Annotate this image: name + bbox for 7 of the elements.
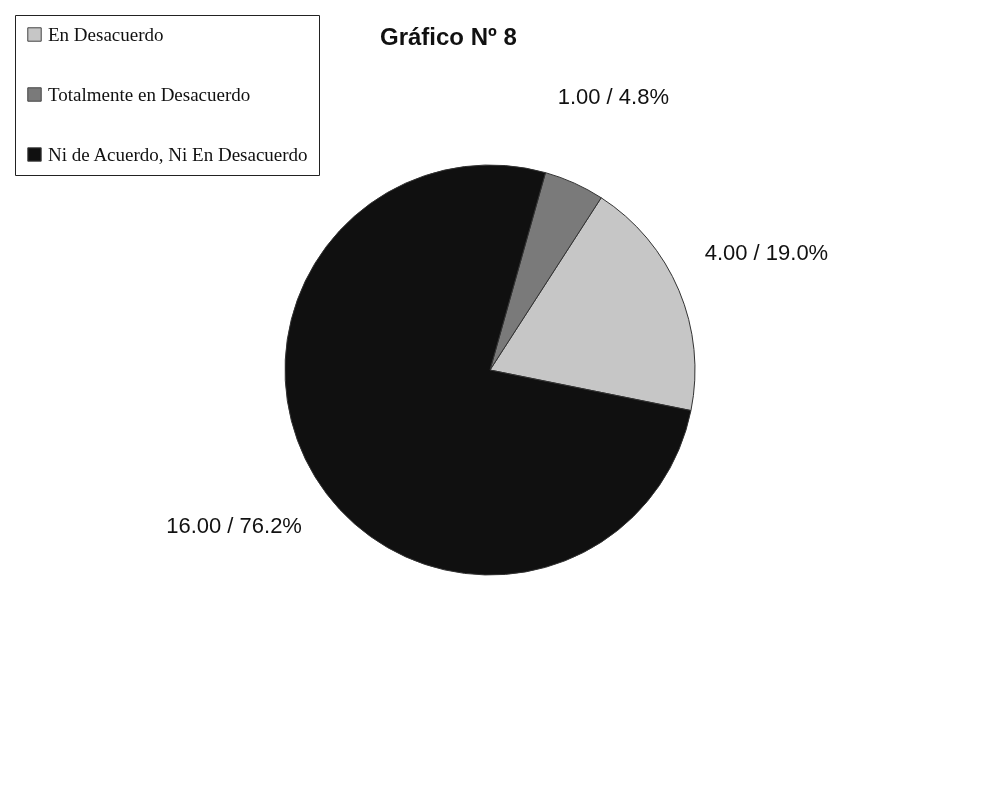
chart-title: Gráfico Nº 8 [380, 23, 517, 50]
data-label: 1.00 / 4.8% [557, 83, 669, 109]
data-label: 4.00 / 19.0% [704, 240, 829, 266]
legend-label: En Desacuerdo [48, 23, 164, 45]
data-label: 16.00 / 76.2% [166, 513, 302, 539]
legend-label: Ni de Acuerdo, Ni En Desacuerdo [48, 143, 308, 165]
legend-label: Totalmente en Desacuerdo [48, 83, 251, 105]
